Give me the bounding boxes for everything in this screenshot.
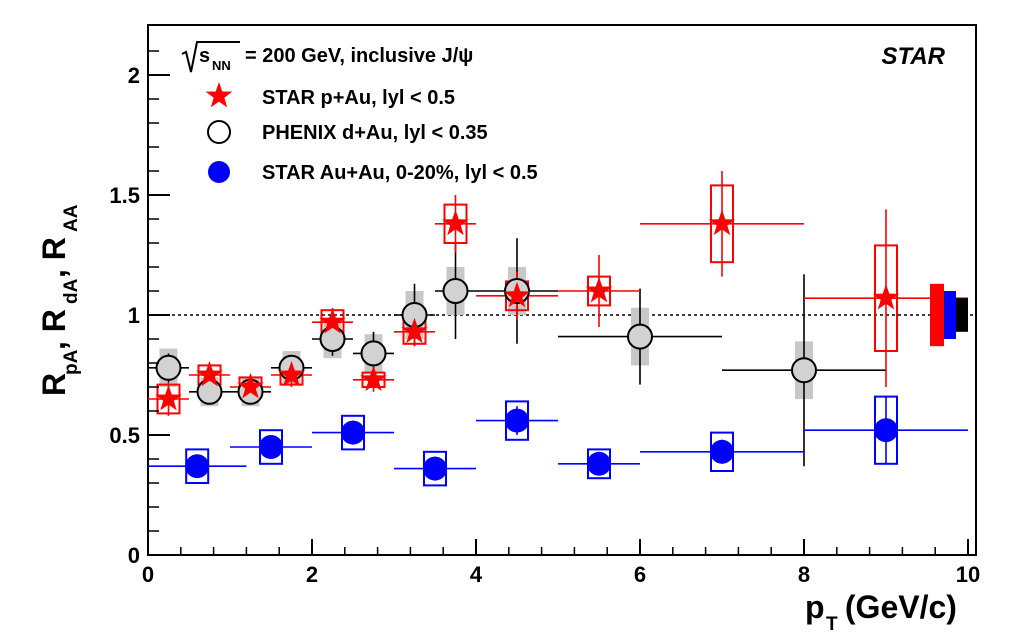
data-point-filled-circle-7 xyxy=(874,418,898,443)
energy-label-s: s xyxy=(199,45,210,67)
y-tick-label-0: 0 xyxy=(128,543,140,568)
legend: STAR p+Au, lyl < 0.5 PHENIX d+Au, lyl < … xyxy=(205,82,538,184)
global-uncertainty-1 xyxy=(944,291,956,339)
global-uncertainty-2 xyxy=(956,298,968,332)
y-axis-title-sub2: dA xyxy=(61,278,82,304)
y-tick-label-2: 1 xyxy=(128,303,140,328)
global-uncertainty-layer xyxy=(930,283,968,347)
x-axis-title: p T (GeV/c) xyxy=(805,589,957,635)
error-bars-layer xyxy=(148,171,968,481)
data-point-open-circle-10 xyxy=(791,357,817,384)
data-point-filled-circle-1 xyxy=(259,435,283,459)
experiment-label: STAR xyxy=(881,43,945,70)
data-point-star-7 xyxy=(442,209,469,236)
x-tick-label-5: 10 xyxy=(956,562,980,587)
x-tick-label-3: 6 xyxy=(634,562,646,587)
x-tick-label-4: 8 xyxy=(798,562,810,587)
energy-label: s NN = 200 GeV, inclusive J/ψ xyxy=(181,41,473,73)
data-point-open-circle-1 xyxy=(196,378,223,405)
sqrt-sign xyxy=(181,41,240,73)
x-tick-label-2: 4 xyxy=(470,562,483,587)
data-point-open-circle-4 xyxy=(319,326,346,352)
legend-entry-star-auau: STAR Au+Au, 0-20%, lyl < 0.5 xyxy=(262,162,538,184)
data-point-open-circle-9 xyxy=(627,323,653,350)
legend-entry-phenix-dau: PHENIX d+Au, lyl < 0.35 xyxy=(262,122,488,144)
x-tick-label-1: 2 xyxy=(306,562,318,587)
data-point-filled-circle-3 xyxy=(423,456,447,481)
data-point-star-4 xyxy=(319,308,346,334)
y-axis-title: R pA , R dA , R AA xyxy=(36,204,82,396)
data-point-star-11 xyxy=(872,284,900,310)
data-point-star-2 xyxy=(237,373,264,399)
data-point-star-8 xyxy=(503,281,531,308)
data-point-star-5 xyxy=(360,365,387,392)
data-point-star-9 xyxy=(585,277,613,303)
data-point-open-circle-7 xyxy=(442,278,469,304)
x-tick-label-0: 0 xyxy=(142,562,154,587)
legend-star-marker xyxy=(205,82,233,108)
data-point-filled-circle-2 xyxy=(341,420,365,445)
data-point-filled-circle-5 xyxy=(587,451,611,476)
y-axis-title-r2: , R xyxy=(36,309,72,350)
y-tick-label-4: 2 xyxy=(128,63,140,88)
data-point-star-6 xyxy=(401,317,428,344)
y-tick-label-1: 0.5 xyxy=(109,423,140,448)
global-uncertainty-0 xyxy=(930,283,944,347)
energy-label-subscript: NN xyxy=(212,58,231,73)
plot-frame xyxy=(147,24,977,556)
y-axis-title-sub3: AA xyxy=(61,204,82,232)
x-axis-title-rest: (GeV/c) xyxy=(836,589,957,625)
y-tick-label-3: 1.5 xyxy=(109,183,140,208)
legend-filled-circle-marker xyxy=(208,161,230,183)
data-point-filled-circle-4 xyxy=(505,408,529,433)
data-point-filled-circle-6 xyxy=(710,439,734,464)
data-point-star-3 xyxy=(278,361,305,387)
y-axis-title-r1: R xyxy=(36,373,72,396)
x-axis-title-main: p xyxy=(805,589,825,625)
x-axis-title-sub: T xyxy=(826,614,838,635)
markers-layer xyxy=(155,209,900,481)
data-point-star-10 xyxy=(708,209,736,236)
data-point-open-circle-0 xyxy=(155,354,182,381)
data-point-star-0 xyxy=(155,385,182,411)
y-axis-title-sub1: pA xyxy=(61,349,82,375)
energy-label-text: = 200 GeV, inclusive J/ψ xyxy=(245,45,473,67)
axis-ticks-layer: 0 2 4 6 8 10 0 0.5 1 1.5 2 xyxy=(109,50,980,587)
legend-entry-star-pau: STAR p+Au, lyl < 0.5 xyxy=(262,87,455,109)
legend-open-circle-marker xyxy=(207,120,231,144)
data-point-open-circle-5 xyxy=(360,340,387,367)
y-axis-title-r3: , R xyxy=(36,237,72,278)
data-point-star-1 xyxy=(196,361,223,387)
data-point-filled-circle-0 xyxy=(185,454,210,479)
